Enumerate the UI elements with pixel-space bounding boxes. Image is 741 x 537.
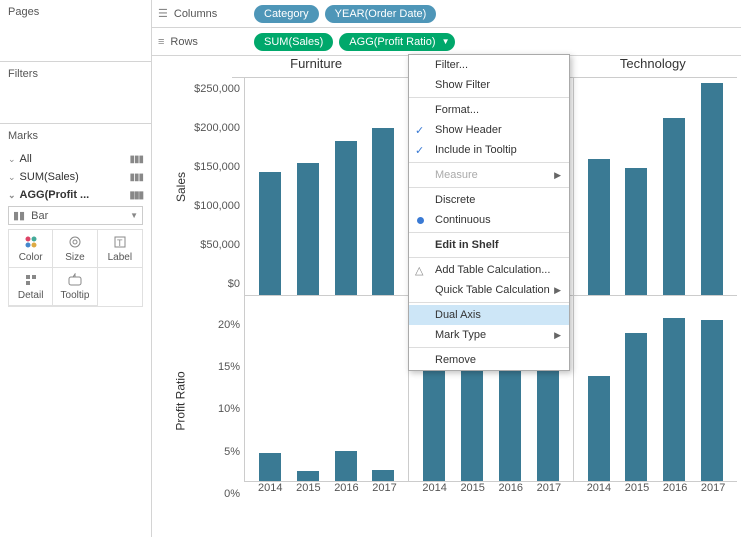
mark-size-button[interactable]: Size [53, 230, 97, 268]
x-tick: 2017 [372, 482, 394, 506]
menu-item[interactable]: Edit in Shelf [409, 235, 569, 255]
y-tick: 15% [218, 361, 240, 373]
chevron-down-icon: ▼ [130, 211, 138, 220]
bar[interactable] [625, 168, 647, 295]
profit-y-label: Profit Ratio [172, 296, 190, 506]
y-tick: 5% [224, 446, 240, 458]
chart-panel [573, 78, 737, 296]
bar[interactable] [259, 453, 281, 481]
rows-label: ≡ Rows [158, 36, 254, 48]
column-header: Furniture [232, 56, 400, 78]
bar[interactable] [335, 141, 357, 295]
menu-item[interactable]: Filter... [409, 55, 569, 75]
sales-y-axis: $0 $50,000 $100,000 $150,000 $200,000 $250,00… [190, 78, 244, 296]
rows-icon: ≡ [158, 36, 164, 48]
chart-panel [573, 296, 737, 482]
columns-shelf[interactable]: ☰ Columns Category YEAR(Order Date) [152, 0, 741, 28]
bar[interactable] [335, 451, 357, 481]
menu-item[interactable]: Format... [409, 100, 569, 120]
pill[interactable]: YEAR(Order Date) [325, 5, 437, 23]
left-panel: Pages Filters Marks ⌄All▮▮▮⌄SUM(Sales)▮▮… [0, 0, 152, 537]
x-tick: 2015 [625, 482, 647, 506]
y-tick: 0% [224, 488, 240, 500]
y-tick: $150,000 [194, 161, 240, 173]
shelf-area: ☰ Columns Category YEAR(Order Date) ≡ Row… [152, 0, 741, 56]
menu-item[interactable]: Dual Axis [409, 305, 569, 325]
bar[interactable] [372, 470, 394, 481]
y-tick: $250,000 [194, 83, 240, 95]
chart-panel [244, 296, 408, 482]
y-tick: $200,000 [194, 122, 240, 134]
x-tick: 2017 [537, 482, 559, 506]
bar[interactable] [588, 159, 610, 295]
y-tick: 20% [218, 319, 240, 331]
menu-item[interactable]: Show Filter [409, 75, 569, 95]
bar[interactable] [372, 128, 394, 295]
columns-icon: ☰ [158, 7, 168, 20]
rows-shelf[interactable]: ≡ Rows SUM(Sales) AGG(Profit Ratio)▼ [152, 28, 741, 56]
menu-item: Measure▶ [409, 165, 569, 185]
mark-tooltip-button[interactable]: Tooltip [53, 268, 97, 306]
pill[interactable]: SUM(Sales) [254, 33, 333, 51]
bar[interactable] [663, 118, 685, 295]
marks-card-row[interactable]: ⌄All▮▮▮ [8, 150, 143, 168]
pill[interactable]: Category [254, 5, 319, 23]
bar[interactable] [588, 376, 610, 481]
x-tick: 2014 [258, 482, 280, 506]
marks-buttons: ColorSizeTLabel DetailTooltip [8, 229, 143, 307]
menu-item[interactable]: △Add Table Calculation... [409, 260, 569, 280]
y-tick: 10% [218, 403, 240, 415]
x-tick: 2015 [296, 482, 318, 506]
filters-title: Filters [8, 66, 143, 88]
filters-panel: Filters [0, 62, 151, 124]
column-header: Technology [569, 56, 737, 78]
svg-text:T: T [117, 238, 123, 248]
x-tick: 2014 [422, 482, 444, 506]
x-tick: 2016 [334, 482, 356, 506]
menu-item[interactable]: ✓Include in Tooltip [409, 140, 569, 160]
y-tick: $50,000 [200, 239, 240, 251]
pages-title: Pages [8, 4, 143, 26]
menu-item[interactable]: Quick Table Calculation▶ [409, 280, 569, 300]
chart-panel [244, 78, 408, 296]
mark-detail-button[interactable]: Detail [9, 268, 53, 306]
bar-icon: ▮▮ [13, 209, 25, 222]
mark-label-button[interactable]: TLabel [98, 230, 142, 268]
menu-item[interactable]: ✓Show Header [409, 120, 569, 140]
menu-item[interactable]: Remove [409, 350, 569, 370]
marks-title: Marks [8, 128, 143, 150]
sales-y-label: Sales [172, 78, 190, 296]
bar[interactable] [701, 83, 723, 295]
menu-item[interactable]: Continuous [409, 210, 569, 230]
bar[interactable] [423, 356, 445, 481]
x-tick: 2015 [460, 482, 482, 506]
x-tick: 2014 [587, 482, 609, 506]
x-tick: 2017 [701, 482, 723, 506]
menu-item[interactable]: Mark Type▶ [409, 325, 569, 345]
marks-card-row[interactable]: ⌄AGG(Profit ...▮▮▮ [8, 186, 143, 204]
y-tick: $100,000 [194, 200, 240, 212]
pages-panel: Pages [0, 0, 151, 62]
columns-label: ☰ Columns [158, 7, 254, 20]
mark-type-label: Bar [31, 210, 48, 222]
bar[interactable] [259, 172, 281, 295]
y-tick: $0 [228, 278, 240, 290]
bar[interactable] [701, 320, 723, 481]
profit-y-axis: 0% 5% 10% 15% 20% [190, 296, 244, 506]
bar[interactable] [297, 471, 319, 481]
context-menu: Filter...Show Filter Format...✓Show Heade… [408, 54, 570, 371]
menu-item[interactable]: Discrete [409, 190, 569, 210]
x-axis: 2014 2015 2016 2017 2014 2015 2016 2017 2014 2015… [244, 482, 737, 506]
marks-card-row[interactable]: ⌄SUM(Sales)▮▮▮ [8, 168, 143, 186]
marks-panel: Marks ⌄All▮▮▮⌄SUM(Sales)▮▮▮⌄AGG(Profit .… [0, 124, 151, 524]
pill[interactable]: AGG(Profit Ratio)▼ [339, 33, 455, 51]
bar[interactable] [663, 318, 685, 481]
x-tick: 2016 [499, 482, 521, 506]
bar[interactable] [625, 333, 647, 481]
mark-color-button[interactable]: Color [9, 230, 53, 268]
mark-type-select[interactable]: ▮▮ Bar ▼ [8, 206, 143, 225]
bar[interactable] [297, 163, 319, 295]
x-tick: 2016 [663, 482, 685, 506]
